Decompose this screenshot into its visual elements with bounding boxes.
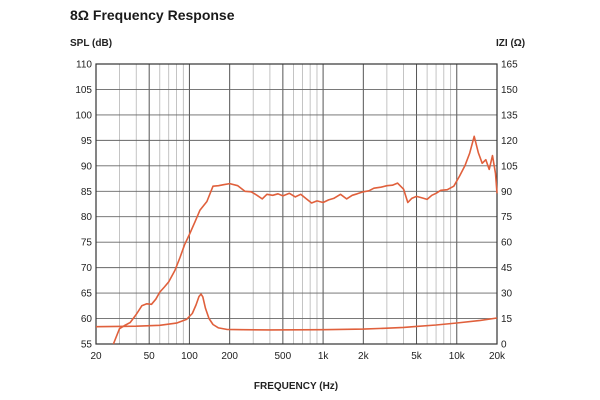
y-tick-label: 60 xyxy=(81,314,93,325)
y-tick-label: 90 xyxy=(81,161,93,172)
impedance-line xyxy=(95,293,498,331)
y2-tick-label: 45 xyxy=(501,263,513,274)
y2-tick-label: 135 xyxy=(501,110,518,121)
tick-labels: 1101051009590858075706560551651501351201… xyxy=(75,60,518,363)
x-tick-label: 10k xyxy=(449,351,466,362)
y2-tick-label: 120 xyxy=(501,136,518,147)
x-tick-label: 50 xyxy=(144,351,156,362)
y2-tick-label: 105 xyxy=(501,161,518,172)
y-axis-right-label: IZI (Ω) xyxy=(496,38,525,49)
y2-tick-label: 150 xyxy=(501,85,518,96)
y-tick-label: 85 xyxy=(81,187,93,198)
x-tick-label: 200 xyxy=(221,351,238,362)
y-tick-label: 65 xyxy=(81,289,93,300)
spl-response-line xyxy=(112,135,498,345)
y-tick-label: 70 xyxy=(81,263,93,274)
y-tick-label: 55 xyxy=(81,340,93,351)
y-tick-label: 100 xyxy=(75,110,92,121)
series-lines xyxy=(95,135,498,345)
y-tick-label: 80 xyxy=(81,212,93,223)
y2-tick-label: 75 xyxy=(501,212,513,223)
chart-title: 8Ω Frequency Response xyxy=(70,7,235,23)
x-tick-label: 20k xyxy=(489,351,506,362)
x-tick-label: 5k xyxy=(411,351,423,362)
x-axis-label: FREQUENCY (Hz) xyxy=(254,381,338,392)
x-tick-label: 20 xyxy=(90,351,102,362)
y2-tick-label: 0 xyxy=(501,340,507,351)
y2-tick-label: 15 xyxy=(501,314,513,325)
y2-tick-label: 165 xyxy=(501,60,518,71)
x-tick-label: 500 xyxy=(275,351,292,362)
y-tick-label: 75 xyxy=(81,238,93,249)
y-axis-left-label: SPL (dB) xyxy=(70,38,112,49)
y-tick-label: 110 xyxy=(76,60,92,71)
plot-frame xyxy=(95,63,498,345)
y2-tick-label: 90 xyxy=(501,187,513,198)
plot-grid xyxy=(95,63,498,345)
x-tick-label: 1k xyxy=(318,351,330,362)
x-tick-label: 100 xyxy=(181,351,198,362)
x-tick-label: 2k xyxy=(358,351,370,362)
y2-tick-label: 30 xyxy=(501,289,513,300)
y2-tick-label: 60 xyxy=(501,238,513,249)
y-tick-label: 105 xyxy=(75,85,92,96)
y-tick-label: 95 xyxy=(81,136,93,147)
